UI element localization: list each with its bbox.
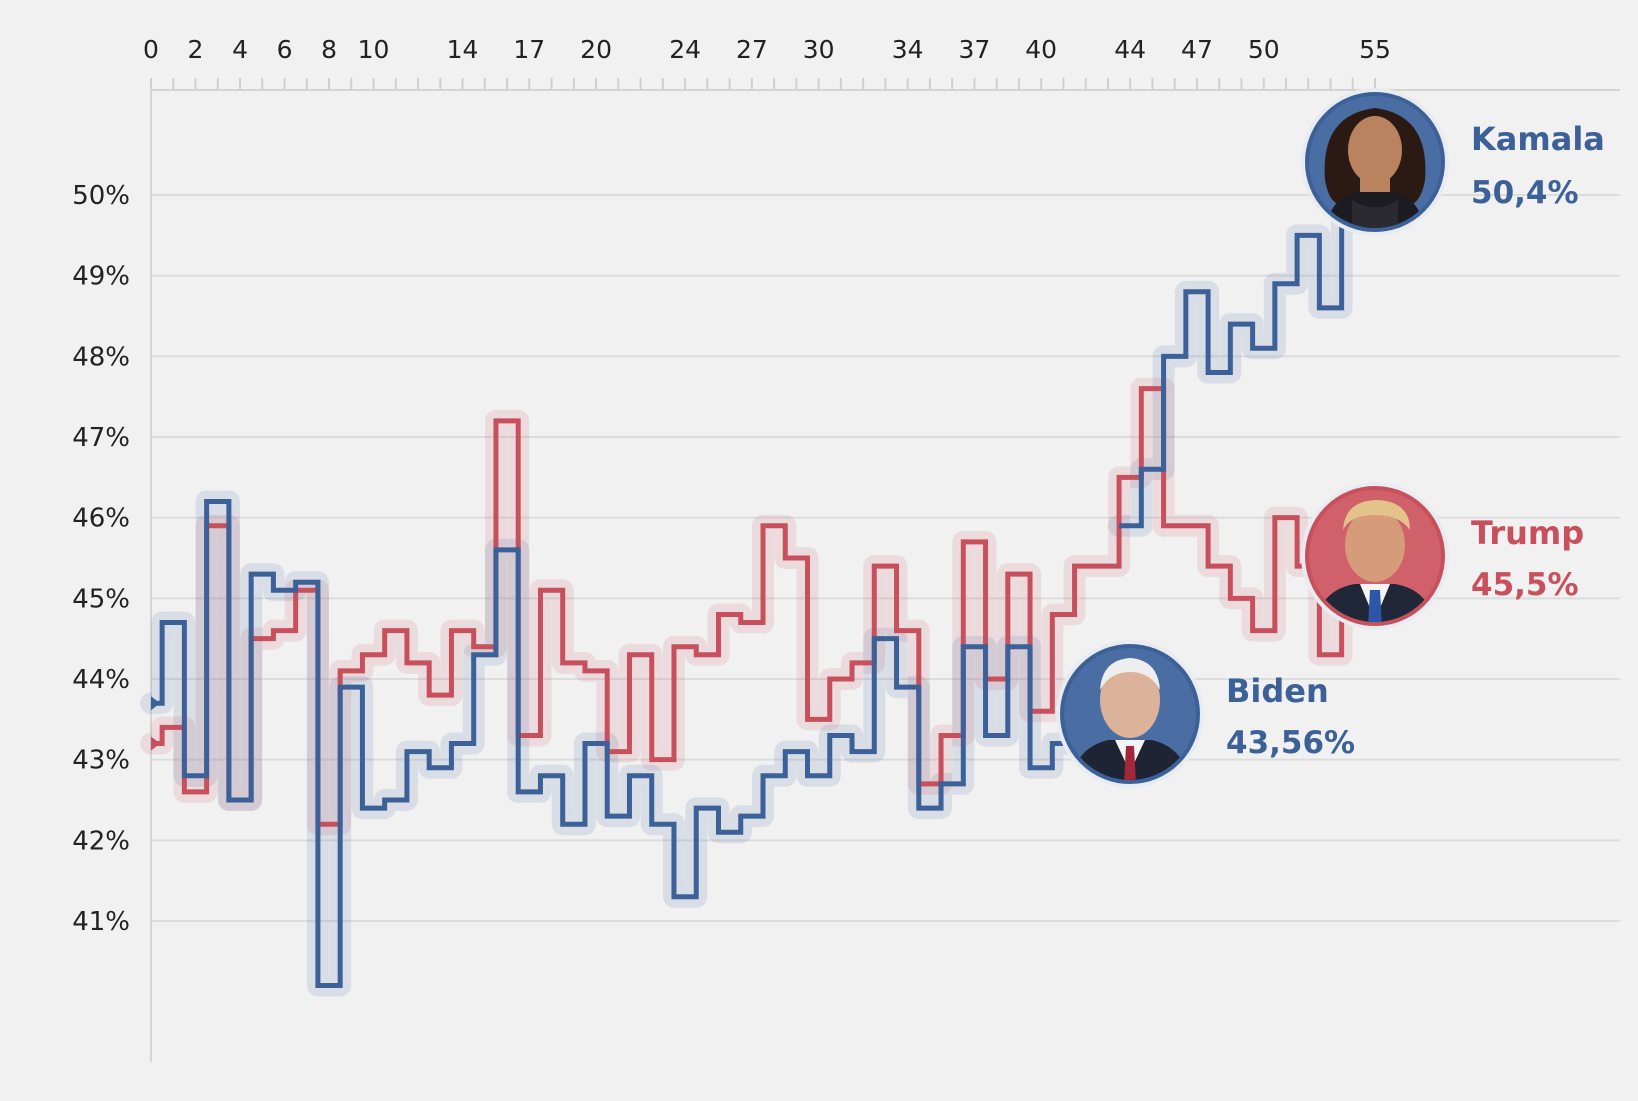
x-tick-label: 17 <box>513 35 545 64</box>
biden-avatar <box>1056 640 1204 788</box>
x-tick-label: 10 <box>358 35 390 64</box>
y-tick-label: 48% <box>72 342 130 372</box>
trump-avatar <box>1301 482 1449 630</box>
y-tick-label: 50% <box>72 181 130 211</box>
x-tick-label: 55 <box>1359 35 1391 64</box>
biden-name: Biden <box>1226 672 1329 710</box>
x-axis-ticks: 0 2 4 6 8 10 14 17 20 24 27 30 34 37 40 44 47 50 55 <box>143 35 1391 90</box>
x-tick-label: 4 <box>232 35 248 64</box>
biden-start-marker <box>151 696 160 711</box>
kamala-name: Kamala <box>1471 120 1605 158</box>
x-tick-label: 50 <box>1248 35 1280 64</box>
x-tick-label: 37 <box>959 35 991 64</box>
y-tick-label: 41% <box>72 907 130 937</box>
biden-label: Biden 43,56% <box>1056 640 1355 788</box>
x-tick-label: 8 <box>321 35 337 64</box>
x-tick-label: 47 <box>1181 35 1213 64</box>
y-axis-ticks: 41% 42% 43% 44% 45% 46% 47% 48% 49% 50% <box>72 181 130 937</box>
trump-start-marker <box>151 736 160 751</box>
y-tick-label: 49% <box>72 262 130 292</box>
x-tick-label: 40 <box>1025 35 1057 64</box>
y-tick-label: 42% <box>72 826 130 856</box>
y-tick-label: 47% <box>72 423 130 453</box>
y-tick-label: 44% <box>72 665 130 695</box>
y-tick-label: 45% <box>72 584 130 614</box>
y-tick-label: 43% <box>72 746 130 776</box>
x-tick-label: 20 <box>580 35 612 64</box>
x-tick-label: 2 <box>188 35 204 64</box>
x-tick-label: 14 <box>447 35 479 64</box>
biden-line <box>151 499 1078 989</box>
trump-value: 45,5% <box>1471 567 1579 603</box>
trump-label: Trump 45,5% <box>1301 482 1584 630</box>
x-tick-label: 30 <box>803 35 835 64</box>
x-tick-label: 0 <box>143 35 159 64</box>
x-tick-label: 27 <box>736 35 768 64</box>
x-tick-label: 34 <box>892 35 924 64</box>
y-tick-label: 46% <box>72 504 130 534</box>
kamala-label: Kamala 50,4% <box>1301 88 1605 236</box>
trump-name: Trump <box>1471 514 1584 552</box>
kamala-value: 50,4% <box>1471 175 1579 211</box>
series-lines <box>140 151 1353 997</box>
x-tick-label: 44 <box>1114 35 1146 64</box>
kamala-avatar <box>1301 88 1449 236</box>
x-tick-label: 6 <box>277 35 293 64</box>
biden-value: 43,56% <box>1226 725 1355 761</box>
x-tick-label: 24 <box>669 35 701 64</box>
kamala-line <box>1119 162 1345 529</box>
